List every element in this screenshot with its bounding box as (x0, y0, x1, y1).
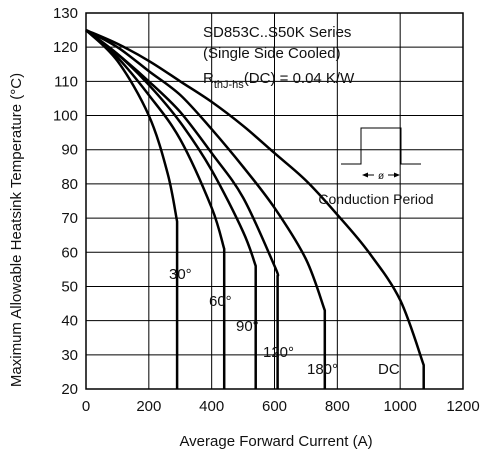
x-tick-label: 400 (199, 398, 224, 415)
y-tick-label: 80 (61, 176, 78, 193)
curve-label-90: 90° (236, 318, 259, 335)
x-tick-label: 1000 (383, 398, 416, 415)
curve-labels: 30° 60° 90° 120° 180° DC (169, 266, 400, 378)
curve-label-60: 60° (209, 293, 232, 310)
curve-30deg (85, 29, 179, 389)
y-tick-label: 70 (61, 210, 78, 227)
inset-waveform (341, 127, 421, 165)
inset-arrow-right (394, 172, 400, 178)
curve-label-180: 180° (307, 361, 338, 378)
tick-labels: 0 200 400 600 800 1000 1200 20 30 40 50 60 70 80 90 100… (53, 5, 480, 415)
y-tick-label: 100 (53, 108, 78, 125)
rth-subscript: thJ-hs (214, 79, 244, 91)
curve-60deg (85, 29, 226, 389)
y-tick-label: 40 (61, 313, 78, 330)
y-tick-label: 30 (61, 347, 78, 364)
inset-arrow-left (362, 172, 368, 178)
x-tick-label: 1200 (446, 398, 479, 415)
x-axis-label: Average Forward Current (A) (179, 433, 372, 450)
title-line-1: SD853C..S50K Series (203, 24, 351, 41)
curve-120deg (85, 29, 280, 389)
curve-label-30: 30° (169, 266, 192, 283)
inset-symbol-bg (374, 169, 388, 181)
curve-180deg (85, 28, 327, 389)
y-tick-label: 20 (61, 381, 78, 398)
y-tick-label: 110 (54, 73, 78, 90)
y-tick-label: 130 (53, 5, 78, 22)
title-block: SD853C..S50K Series (Single Side Cooled)… (203, 24, 355, 91)
curve-dc (85, 28, 425, 389)
x-tick-label: 0 (82, 398, 90, 415)
y-axis-label: Maximum Allowable Heatsink Temperature (… (8, 73, 25, 387)
inset-symbol: ø (378, 171, 384, 182)
y-tick-label: 60 (61, 244, 78, 261)
curve-label-120: 120° (263, 344, 294, 361)
thermal-resistance: RthJ-hs(DC) = 0.04 K/W (203, 70, 355, 91)
y-tick-label: 90 (61, 142, 78, 159)
y-tick-label: 50 (61, 278, 78, 295)
inset-label: Conduction Period (318, 191, 433, 207)
conduction-period-inset: ø Conduction Period (318, 127, 434, 207)
rth-value: (DC) = 0.04 K/W (244, 70, 355, 87)
x-tick-label: 600 (262, 398, 287, 415)
curves (85, 28, 425, 389)
plot-frame (85, 12, 464, 390)
rth-symbol: R (203, 70, 214, 87)
title-line-2: (Single Side Cooled) (203, 45, 341, 62)
y-tick-label: 120 (53, 39, 78, 56)
curve-label-dc: DC (378, 361, 400, 378)
x-tick-label: 200 (136, 398, 161, 415)
x-tick-label: 800 (325, 398, 350, 415)
grid (86, 13, 463, 389)
